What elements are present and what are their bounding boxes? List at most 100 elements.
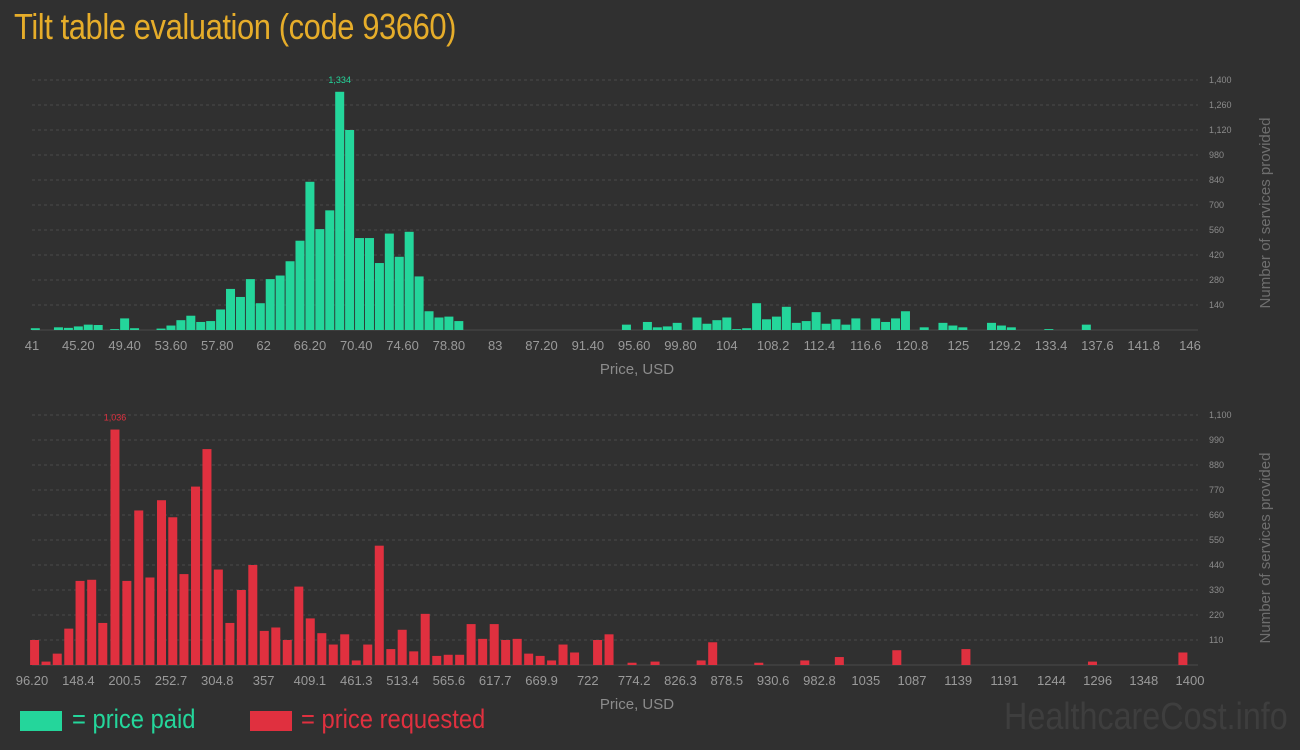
price-paid-chart: 140 280 420 560 700 840 980 1,120 1,260 1,400 1,33… [25,75,1274,378]
bar [41,661,51,665]
bar [771,316,781,330]
bar [841,324,851,330]
bar [285,261,295,330]
bar [236,590,246,665]
bar [98,622,108,665]
bar [443,654,453,665]
bar [83,324,93,330]
bar [225,622,235,665]
y-tick-label: 280 [1209,275,1224,285]
x-tick-label: 461.3 [340,673,373,688]
legend-swatch-paid [20,711,62,731]
x-tick-label: 930.6 [757,673,790,688]
bar [216,309,226,330]
bar [762,319,772,330]
bar [166,325,176,330]
x-tick-label: 120.8 [896,338,929,353]
bar [120,318,130,330]
bar [404,231,414,330]
x-tick-label: 141.8 [1127,338,1160,353]
bar [93,325,103,330]
x-tick-label: 252.7 [155,673,188,688]
bar [156,328,166,330]
bar [627,662,637,665]
x-tick-label: 1348 [1129,673,1158,688]
bar [692,317,702,330]
bar [384,233,394,330]
bar [881,321,891,330]
price-requested-chart: 110 220 330 440 550 660 770 880 990 1,100 1,036 96.… [16,410,1274,713]
bar [275,275,285,330]
bar [1006,327,1016,330]
y-tick-label: 990 [1209,435,1224,445]
x-tick-label: 1191 [990,673,1018,688]
x-tick-label: 104 [716,338,738,353]
bar [206,321,216,330]
bar [662,326,672,330]
bar [364,238,374,330]
bar [186,315,196,330]
x-axis-title: Price, USD [600,696,674,713]
bar [325,210,335,330]
bar [271,627,281,665]
y-tick-label: 1,260 [1209,100,1232,110]
bar [340,634,350,665]
bar [386,649,396,665]
bar [397,629,407,665]
bar [363,644,373,665]
x-tick-label: 112.4 [804,338,836,353]
bar [420,613,430,665]
y-tick-label: 330 [1209,585,1224,595]
x-tick-label: 1244 [1037,673,1066,688]
bar [512,638,522,665]
bar [1044,329,1054,330]
x-tick-label: 83 [488,338,502,353]
bar [754,662,764,665]
x-tick-label: 133.4 [1035,338,1068,353]
bar [176,320,186,330]
bar [295,240,305,330]
x-tick-label: 129.2 [988,338,1021,353]
bar [891,318,901,330]
bar [64,628,74,665]
bar [30,328,40,330]
bar [213,569,223,665]
bar [621,324,631,330]
bar [432,655,442,665]
bar [986,322,996,330]
y-tick-label: 220 [1209,610,1224,620]
legend-swatch-requested [250,711,292,731]
bar [394,256,404,330]
x-tick-label: 1087 [898,673,927,688]
x-tick-label: 148.4 [62,673,95,688]
y-tick-label: 1,100 [1209,410,1232,420]
bar [317,633,327,665]
x-tick-label: 409.1 [294,673,327,688]
y-tick-label: 420 [1209,250,1224,260]
y-tick-label: 110 [1209,635,1223,645]
x-tick-label: 304.8 [201,673,234,688]
bar [593,640,603,665]
x-tick-label: 878.5 [711,673,744,688]
bar [652,327,662,330]
bar [374,545,384,665]
y-tick-label: 440 [1209,560,1224,570]
bar [196,321,206,330]
bar [130,328,140,330]
bar [834,657,844,665]
x-tick-label: 66.20 [294,338,327,353]
y-tick-label: 1,120 [1209,125,1232,135]
y-tick-label: 840 [1209,175,1224,185]
bar [712,320,722,330]
y-tick-label: 660 [1209,510,1224,520]
y-tick-label: 700 [1209,200,1224,210]
bar [345,130,355,330]
bar [455,654,465,665]
x-tick-label: 1035 [851,673,880,688]
bar [478,638,488,665]
x-tick-label: 53.60 [155,338,188,353]
bar [489,624,499,665]
bar [454,321,464,330]
x-tick-label: 982.8 [803,673,836,688]
bar [811,312,821,330]
